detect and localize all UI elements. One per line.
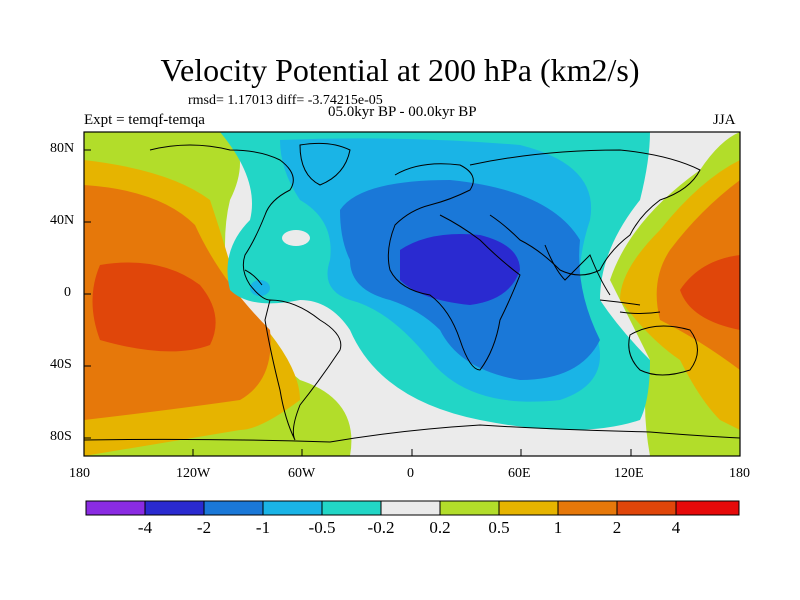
season-label: JJA (713, 112, 736, 128)
colorbar-box-9 (557, 500, 618, 516)
x-tick-label: 120E (614, 466, 644, 481)
chart-title: Velocity Potential at 200 hPa (km2/s) (160, 52, 640, 88)
y-tick-label: 80S (50, 429, 72, 444)
experiment-label: Expt = temqf-temqa (84, 112, 205, 128)
y-tick-label: 80N (50, 141, 75, 156)
colorbar-box-10 (616, 500, 677, 516)
x-tick-label: 60E (508, 466, 531, 481)
y-tick-label: 0 (64, 285, 71, 300)
colorbar-label: 2 (612, 518, 622, 537)
colorbar-label: -0.5 (308, 518, 336, 537)
coastlines (84, 142, 740, 443)
x-tick-label: 120W (176, 466, 211, 481)
colorbar-label: 0.2 (429, 518, 451, 537)
x-tick-label: 60W (288, 466, 316, 481)
colorbar-box-2 (144, 500, 205, 516)
colorbar-box-7 (439, 500, 500, 516)
colorbar-box-5 (321, 500, 382, 516)
colorbar-label: 0.5 (488, 518, 510, 537)
period-subtitle: 05.0kyr BP - 00.0kyr BP (328, 104, 477, 120)
axis-ticks (83, 149, 741, 456)
colorbar-box-1 (85, 500, 146, 516)
x-tick-label: 180 (729, 466, 750, 481)
x-tick-label: 0 (407, 466, 414, 481)
colorbar-box-11 (675, 500, 740, 516)
colorbar-box-3 (203, 500, 264, 516)
colorbar-label: -4 (137, 518, 153, 537)
colorbar-label: 1 (553, 518, 563, 537)
colorbar-label: -1 (255, 518, 271, 537)
colorbar-box-6 (380, 500, 441, 516)
colorbar-label: -0.2 (367, 518, 395, 537)
y-tick-label: 40S (50, 357, 72, 372)
x-tick-label: 180 (69, 466, 90, 481)
colorbar-box-8 (498, 500, 559, 516)
colorbar-label: 4 (671, 518, 681, 537)
colorbar-box-4 (262, 500, 323, 516)
colorbar (85, 500, 740, 516)
y-tick-label: 40N (50, 213, 75, 228)
rmsd-diff-stats: rmsd= 1.17013 diff= -3.74215e-05 (188, 93, 383, 108)
contour-field (84, 132, 740, 456)
colorbar-label: -2 (196, 518, 212, 537)
